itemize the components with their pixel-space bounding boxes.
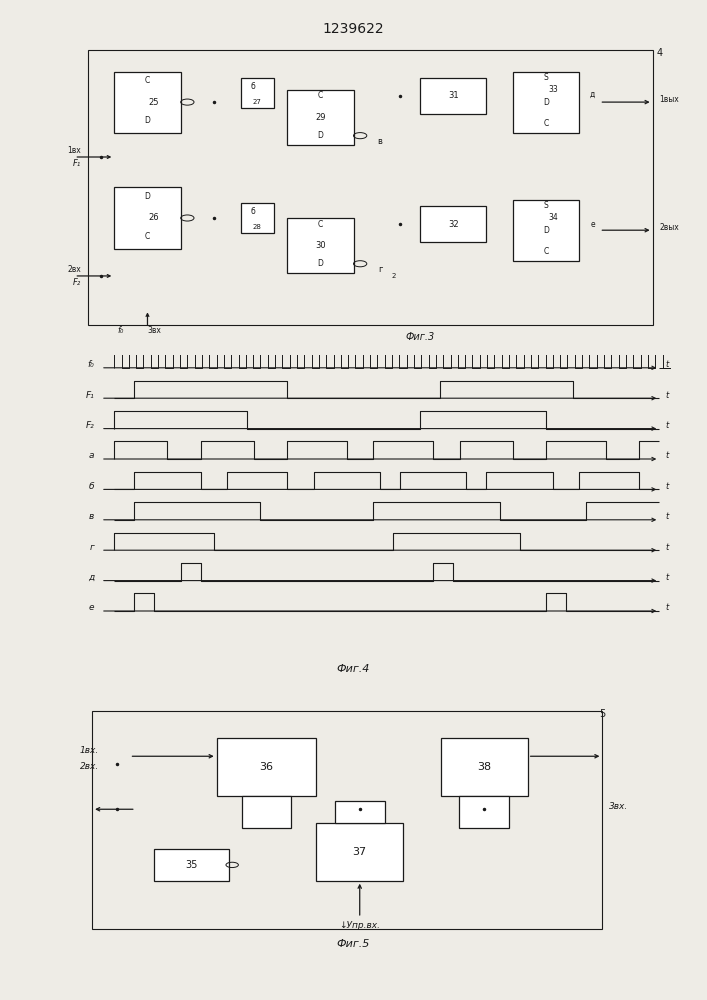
Text: D: D: [317, 259, 323, 268]
Text: f₀: f₀: [117, 326, 124, 335]
Text: 31: 31: [448, 91, 459, 100]
Text: e: e: [89, 603, 94, 612]
Bar: [513, 72, 580, 133]
Bar: [115, 72, 181, 133]
Bar: [420, 206, 486, 242]
Text: t: t: [666, 573, 669, 582]
Text: Фиг.4: Фиг.4: [337, 664, 370, 674]
Text: в: в: [89, 512, 94, 521]
Text: D: D: [317, 131, 323, 140]
Text: t: t: [666, 542, 669, 552]
Text: д: д: [88, 573, 94, 582]
Bar: [287, 218, 354, 273]
Text: 1вх: 1вх: [67, 146, 81, 155]
Bar: [154, 849, 229, 881]
Text: г: г: [90, 542, 94, 552]
Bar: [460, 796, 509, 828]
Text: e: e: [590, 220, 595, 229]
Bar: [335, 801, 385, 822]
Text: 26: 26: [148, 214, 160, 223]
Text: a: a: [89, 451, 94, 460]
Text: D: D: [543, 98, 549, 107]
Text: в: в: [378, 137, 382, 146]
Text: t: t: [666, 603, 669, 612]
Text: 2вх: 2вх: [67, 265, 81, 274]
Text: б: б: [250, 207, 255, 216]
Text: F₂: F₂: [73, 278, 81, 287]
Text: F₁: F₁: [73, 159, 81, 168]
Bar: [92, 711, 602, 928]
Text: 2: 2: [391, 273, 395, 279]
Text: 1вых: 1вых: [659, 95, 679, 104]
Text: t: t: [666, 421, 669, 430]
Text: t: t: [666, 512, 669, 521]
Text: S: S: [544, 73, 549, 82]
Bar: [240, 78, 274, 108]
Text: C: C: [317, 91, 323, 100]
Text: 38: 38: [477, 762, 491, 772]
Bar: [88, 50, 653, 325]
Bar: [513, 200, 580, 261]
Text: C: C: [317, 220, 323, 229]
Text: 30: 30: [315, 241, 326, 250]
Text: Фиг.3: Фиг.3: [405, 332, 435, 342]
Text: t: t: [666, 482, 669, 491]
Text: 35: 35: [185, 860, 198, 870]
Bar: [242, 796, 291, 828]
Text: г: г: [378, 265, 382, 274]
Bar: [440, 738, 527, 796]
Text: C: C: [145, 76, 150, 85]
Text: t: t: [666, 390, 669, 399]
Text: Фиг.5: Фиг.5: [337, 939, 370, 949]
Text: 37: 37: [353, 847, 367, 857]
Text: д: д: [590, 90, 595, 99]
Text: F₂: F₂: [86, 421, 94, 430]
Text: 4: 4: [656, 48, 662, 58]
Text: 1239622: 1239622: [322, 22, 385, 36]
Text: б: б: [89, 482, 94, 491]
Text: F₁: F₁: [86, 390, 94, 399]
Text: 25: 25: [149, 98, 159, 107]
Text: 5: 5: [600, 709, 605, 719]
Text: 32: 32: [448, 220, 459, 229]
Text: 3вх.: 3вх.: [609, 802, 628, 811]
Text: 36: 36: [259, 762, 274, 772]
Text: 1вх.: 1вх.: [80, 746, 99, 755]
Text: ↓Упр.вх.: ↓Упр.вх.: [339, 921, 380, 930]
Text: б: б: [250, 82, 255, 91]
Text: f₀: f₀: [88, 360, 94, 369]
Text: 34: 34: [548, 214, 558, 223]
Text: 29: 29: [315, 113, 325, 122]
Text: 27: 27: [252, 99, 262, 105]
Text: 28: 28: [252, 224, 262, 230]
Bar: [240, 203, 274, 233]
Text: 3вх: 3вх: [147, 326, 161, 335]
Bar: [216, 738, 316, 796]
Bar: [287, 90, 354, 145]
Text: C: C: [145, 232, 150, 241]
Text: D: D: [144, 192, 151, 201]
Text: 2вх.: 2вх.: [80, 762, 99, 771]
Text: 2вых: 2вых: [659, 223, 679, 232]
Text: D: D: [144, 116, 151, 125]
Text: C: C: [544, 119, 549, 128]
Bar: [420, 78, 486, 114]
Bar: [115, 188, 181, 248]
Text: t: t: [666, 451, 669, 460]
Text: D: D: [543, 226, 549, 235]
Text: S: S: [544, 201, 549, 210]
Bar: [316, 822, 403, 881]
Text: t: t: [666, 360, 669, 369]
Text: C: C: [544, 247, 549, 256]
Text: 33: 33: [548, 85, 558, 94]
